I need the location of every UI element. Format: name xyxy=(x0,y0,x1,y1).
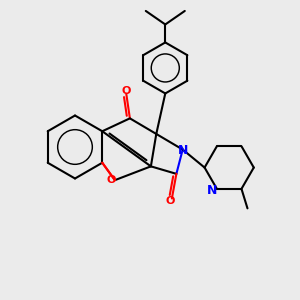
Text: N: N xyxy=(178,144,188,157)
Text: O: O xyxy=(106,175,116,185)
Text: O: O xyxy=(166,196,175,206)
Text: O: O xyxy=(122,86,131,96)
Text: N: N xyxy=(207,184,218,197)
